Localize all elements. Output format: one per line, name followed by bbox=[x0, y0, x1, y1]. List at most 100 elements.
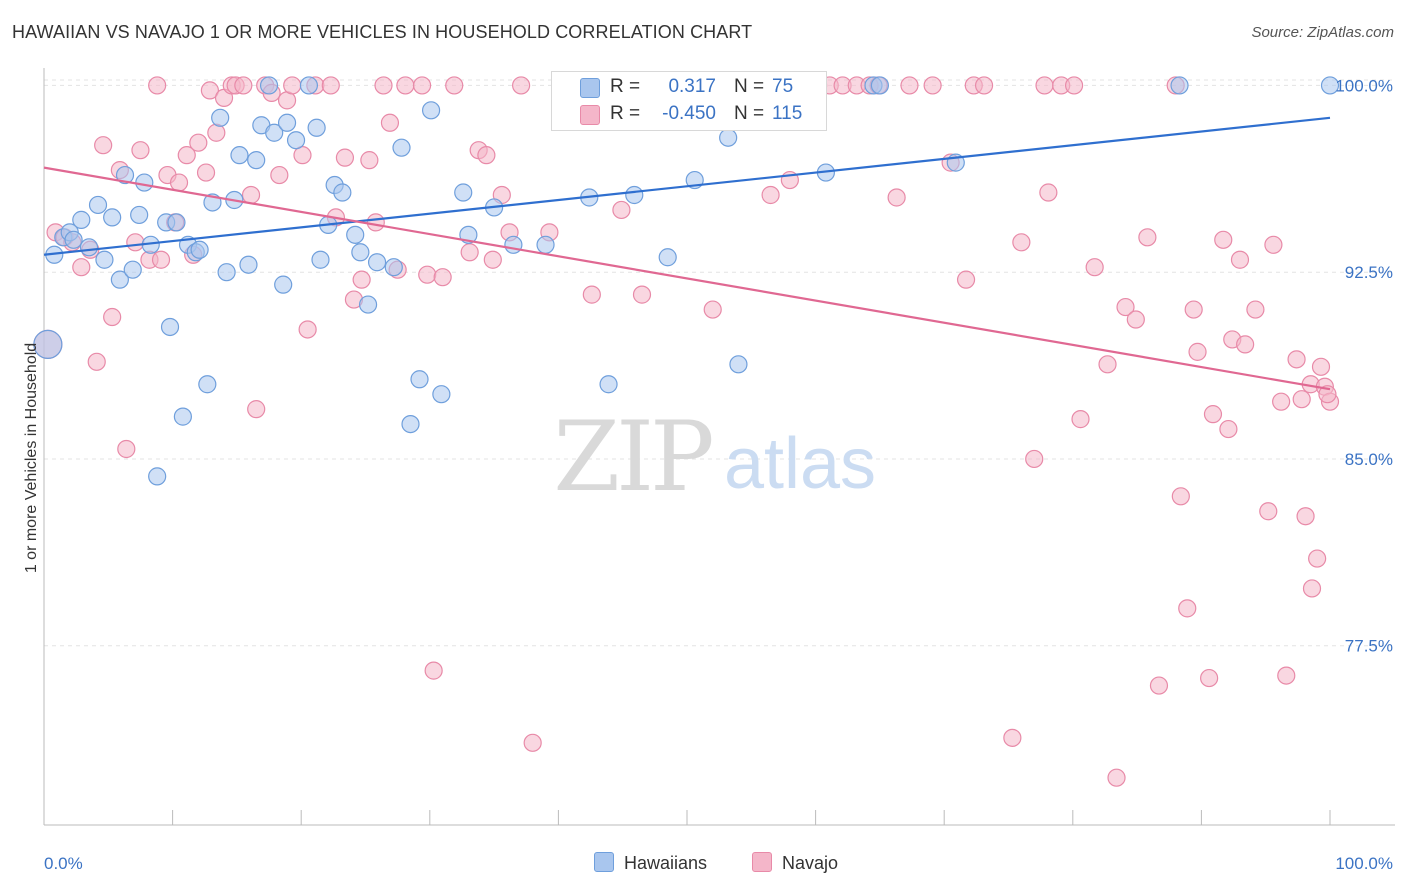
navajo-point bbox=[1259, 502, 1278, 521]
legend-r-value: 0.317 bbox=[668, 76, 716, 97]
hawaiians-point bbox=[410, 370, 429, 389]
navajo-point bbox=[1003, 728, 1022, 747]
navajo-point bbox=[380, 113, 400, 132]
legend-item-navajo: Navajo bbox=[752, 852, 838, 874]
axes bbox=[43, 68, 1395, 826]
chart-title: HAWAIIAN VS NAVAJO 1 OR MORE VEHICLES IN… bbox=[12, 22, 753, 42]
hawaiians-point bbox=[217, 263, 236, 282]
x-tick-label: 100.0% bbox=[1335, 854, 1393, 873]
legend-label-hawaiians: Hawaiians bbox=[624, 853, 708, 873]
navajo-point bbox=[247, 400, 266, 419]
hawaiians-point bbox=[130, 205, 149, 225]
navajo-point bbox=[445, 76, 464, 95]
y-tick-label: 100.0% bbox=[1335, 76, 1393, 95]
navajo-point bbox=[283, 76, 302, 95]
navajo-point bbox=[94, 136, 113, 155]
navajo-point bbox=[1039, 183, 1058, 202]
legend-n-value: 115 bbox=[772, 103, 803, 124]
hawaiians-point bbox=[351, 243, 370, 262]
hawaiians-point bbox=[64, 230, 83, 249]
navajo-point bbox=[1184, 300, 1203, 319]
watermark-zip: ZIP bbox=[553, 401, 712, 513]
navajo-point bbox=[207, 123, 226, 142]
source-label: Source: ZipAtlas.com bbox=[1251, 24, 1394, 41]
hawaiians-trend-line bbox=[43, 116, 1331, 256]
hawaiians-point bbox=[123, 260, 142, 279]
navajo-point bbox=[887, 188, 906, 207]
navajo-point bbox=[1107, 768, 1126, 787]
navajo-point bbox=[1292, 390, 1311, 409]
trend-lines bbox=[43, 116, 1331, 391]
y-tick-label: 92.5% bbox=[1345, 263, 1393, 282]
hawaiians-point bbox=[167, 213, 186, 232]
legend-row-navajo: R = -0.450 N = 115 bbox=[552, 102, 826, 126]
legend-n-label: N = bbox=[734, 103, 765, 124]
legend-label-navajo: Navajo bbox=[782, 853, 839, 873]
hawaiians-point bbox=[160, 317, 180, 337]
legend-r-label: R = bbox=[610, 76, 641, 97]
navajo-point bbox=[1287, 350, 1306, 369]
navajo-point bbox=[1188, 342, 1207, 361]
y-tick-label: 77.5% bbox=[1345, 637, 1393, 656]
navajo-point bbox=[131, 141, 150, 160]
hawaiians-point bbox=[265, 123, 284, 142]
hawaiians-point bbox=[421, 101, 441, 120]
navajo-point bbox=[87, 352, 106, 371]
hawaiians-point bbox=[72, 210, 91, 229]
hawaiians-point bbox=[190, 240, 209, 259]
navajo-point bbox=[1203, 405, 1223, 424]
navajo-point bbox=[1178, 599, 1197, 618]
navajo-point bbox=[103, 307, 122, 327]
hawaiians-point bbox=[247, 151, 266, 170]
navajo-point bbox=[1149, 676, 1169, 695]
navajo-point bbox=[335, 148, 355, 167]
x-tick-label: 0.0% bbox=[44, 854, 83, 873]
navajo-point bbox=[974, 76, 994, 95]
hawaiians-point bbox=[333, 183, 352, 202]
hawaiians-point bbox=[658, 248, 677, 267]
navajo-point bbox=[1246, 300, 1265, 319]
navajo-point bbox=[1200, 668, 1219, 688]
hawaiians-point bbox=[1170, 76, 1189, 95]
hawaiians-point bbox=[115, 165, 135, 185]
navajo-point bbox=[1085, 258, 1104, 277]
navajo-point bbox=[241, 185, 261, 205]
hawaiians-point bbox=[198, 375, 217, 394]
navajo-point bbox=[612, 200, 631, 220]
legend-r-value: -0.450 bbox=[662, 103, 716, 124]
hawaiians-point bbox=[358, 295, 378, 314]
navajo-point bbox=[703, 300, 722, 319]
navajo-point bbox=[923, 76, 942, 95]
correlation-legend: R = 0.317 N = 75 R = -0.450 N = 115 bbox=[551, 71, 827, 131]
navajo-point bbox=[1308, 549, 1327, 568]
navajo-point bbox=[418, 265, 437, 284]
hawaiians-point bbox=[346, 225, 365, 244]
navajo-point bbox=[396, 76, 415, 95]
navajo-point bbox=[1025, 449, 1044, 469]
navajo-point bbox=[1116, 297, 1135, 317]
hawaiians-point bbox=[239, 255, 258, 274]
navajo-point bbox=[1277, 666, 1296, 685]
hawaiians-point bbox=[729, 355, 748, 374]
hawaiians-point bbox=[103, 208, 122, 227]
navajo-point bbox=[177, 146, 196, 165]
navajo-point bbox=[1012, 233, 1031, 252]
watermark-atlas: atlas bbox=[724, 424, 876, 504]
legend-swatch-hawaiians bbox=[580, 78, 600, 98]
navajo-point bbox=[900, 76, 919, 95]
navajo-point bbox=[1126, 310, 1145, 329]
legend-n-label: N = bbox=[734, 76, 765, 97]
navajo-point bbox=[1302, 579, 1322, 598]
legend-r-label: R = bbox=[610, 103, 641, 124]
navajo-point bbox=[1264, 235, 1283, 254]
navajo-point bbox=[270, 165, 289, 185]
navajo-point bbox=[460, 243, 479, 262]
navajo-point bbox=[1311, 357, 1331, 376]
navajo-point bbox=[200, 81, 219, 100]
hawaiians-point bbox=[536, 235, 555, 254]
legend-item-hawaiians: Hawaiians bbox=[594, 852, 707, 874]
hawaiians-point bbox=[135, 173, 154, 192]
navajo-point bbox=[956, 270, 976, 289]
hawaiians-point bbox=[599, 375, 618, 394]
hawaiians-point bbox=[259, 76, 279, 95]
